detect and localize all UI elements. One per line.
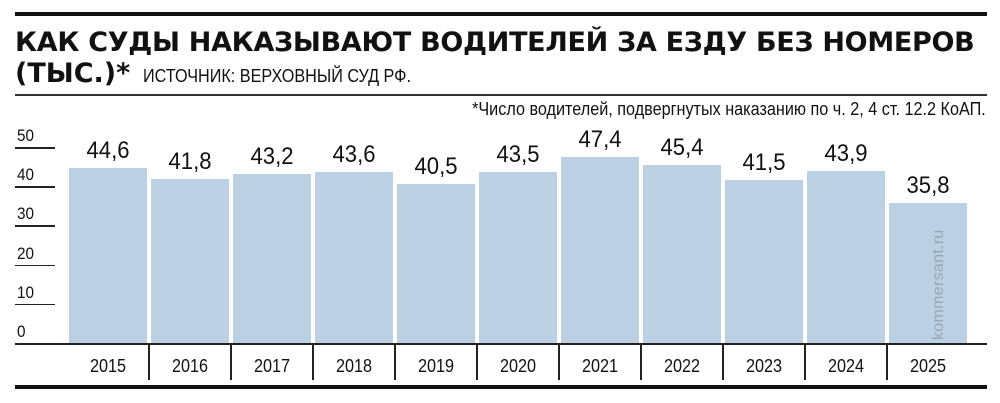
x-tick-label: 2020 [499,356,537,376]
bar-value-label: 43,5 [496,141,540,169]
x-category-separator [558,344,560,380]
x-axis-line [15,343,987,345]
bar-2021 [561,157,639,343]
x-tick-label: 2019 [417,356,455,376]
x-tick-label: 2018 [335,356,373,376]
bar-2020 [479,172,557,343]
bar-2024 [807,170,885,343]
x-category-separator [804,344,806,380]
y-tick-label: 40 [17,165,35,185]
x-tick-label: 2025 [909,356,947,376]
x-tick-label: 2024 [827,356,865,376]
chart-source: ИСТОЧНИК: ВЕРХОВНЫЙ СУД РФ. [143,66,411,86]
bar-2022 [643,165,721,343]
bar-value-label: 43,2 [250,142,294,170]
x-category-separator [230,344,232,380]
x-tick-label: 2017 [253,356,291,376]
bar-2017 [233,173,311,343]
bar-2023 [725,180,803,343]
bar-2025 [889,202,967,343]
x-category-separator [476,344,478,380]
y-tick-line [15,264,55,267]
bar-value-label: 35,8 [906,171,950,199]
bar-value-label: 47,4 [578,126,622,154]
x-category-separator [312,344,314,380]
x-tick-label: 2023 [745,356,783,376]
y-tick-label: 0 [17,322,26,341]
bottom-rule [15,385,987,389]
chart-title-units: (ТЫС.)* [15,58,131,89]
y-tick-label: 30 [17,204,35,224]
bar-value-label: 44,6 [86,137,130,165]
y-tick-label: 50 [17,126,35,145]
header-divider [15,94,987,96]
x-tick-label: 2015 [89,356,127,376]
bar-value-label: 41,5 [742,149,786,177]
x-tick-label: 2022 [663,356,701,376]
x-tick-label: 2021 [581,356,619,376]
bar-2018 [315,172,393,343]
x-category-separator [148,344,150,380]
x-tick-label: 2016 [171,356,209,376]
y-tick-line [15,303,55,306]
x-category-separator [394,344,396,380]
x-category-separator [640,344,642,380]
chart-footnote: *Число водителей, подвергнутых наказанию… [472,99,986,119]
x-category-separator [722,344,724,380]
bar-value-label: 43,6 [332,141,376,169]
y-tick-line [15,186,55,188]
bar-2019 [397,184,475,343]
top-rule [15,12,987,16]
bar-value-label: 40,5 [414,153,458,181]
bar-2016 [151,179,229,343]
y-tick-label: 20 [17,243,35,263]
y-tick-line [15,147,55,149]
watermark: kommersant.ru [930,229,947,340]
bar-value-label: 45,4 [660,134,704,162]
x-category-separator [886,344,888,380]
chart-title: КАК СУДЫ НАКАЗЫВАЮТ ВОДИТЕЛЕЙ ЗА ЕЗДУ БЕ… [15,27,975,58]
y-tick-line [15,225,55,227]
bar-value-label: 43,9 [824,139,868,167]
y-tick-label: 10 [17,282,35,302]
bar-value-label: 41,8 [168,148,212,176]
bar-2015 [69,168,147,343]
